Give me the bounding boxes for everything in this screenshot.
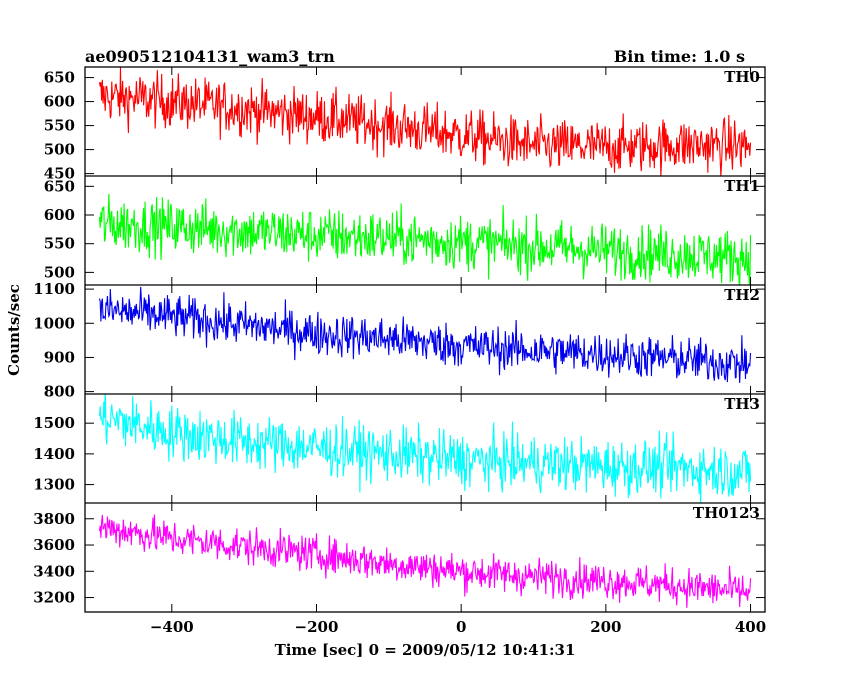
panel-th3: 1300 1400 1500 TH3	[33, 394, 765, 503]
plot-border	[84, 66, 766, 613]
y-axis-label: Counts/sec	[5, 284, 23, 376]
x-axis: −400 −200 0 200 400	[150, 618, 766, 636]
y-tick-label: 500	[44, 263, 75, 281]
panel-th1: 500 550 600 650 TH1	[44, 176, 765, 285]
panel-label-th2: TH2	[724, 286, 760, 304]
series-line-th0	[98, 67, 752, 176]
panel-label-th0: TH0	[724, 68, 760, 86]
panel-label-th0123: TH0123	[693, 504, 760, 522]
x-tick-label: −200	[295, 618, 339, 636]
y-tick-label: 1500	[33, 414, 75, 432]
bin-time-label: Bin time: 1.0 s	[614, 47, 745, 66]
x-axis-label: Time [sec] 0 = 2009/05/12 10:41:31	[275, 641, 576, 659]
y-tick-label: 900	[44, 348, 75, 366]
panel-th0: 450 500 550 600 650 TH0	[44, 67, 765, 183]
y-tick-label: 500	[44, 141, 75, 159]
panels-group: 450 500 550 600 650 TH0 500 550 600 650 TH1 800 900 1…	[33, 67, 765, 612]
y-tick-label: 3600	[33, 536, 75, 554]
y-tick-label: 1100	[33, 280, 75, 298]
y-tick-label: 3200	[33, 589, 75, 607]
y-tick-label: 650	[44, 69, 75, 87]
y-tick-label: 800	[44, 383, 75, 401]
y-tick-label: 600	[44, 93, 75, 111]
series-line-th3	[98, 394, 752, 503]
y-tick-label: 1000	[33, 314, 75, 332]
plot-frame	[84, 66, 766, 613]
panel-label-th3: TH3	[724, 395, 760, 413]
panel-label-th1: TH1	[724, 177, 760, 195]
y-tick-label: 3400	[33, 562, 75, 580]
chart-title: ae090512104131_wam3_trn	[85, 47, 335, 66]
series-line-th2	[98, 286, 752, 383]
x-tick-label: 400	[735, 618, 766, 636]
series-line-th0123	[98, 514, 752, 608]
y-tick-label: 550	[44, 117, 75, 135]
y-tick-label: 1400	[33, 445, 75, 463]
y-tick-label: 3800	[33, 510, 75, 528]
y-tick-label: 1300	[33, 476, 75, 494]
y-tick-label: 650	[44, 177, 75, 195]
x-tick-label: 200	[590, 618, 621, 636]
x-tick-label: 0	[456, 618, 466, 636]
panel-th2: 800 900 1000 1100 TH2	[33, 280, 765, 401]
series-line-th1	[98, 193, 752, 285]
y-tick-label: 450	[44, 165, 75, 183]
y-tick-label: 550	[44, 235, 75, 253]
x-tick-label: −400	[150, 618, 194, 636]
y-tick-label: 600	[44, 206, 75, 224]
panel-th0123: 3200 3400 3600 3800 TH0123	[33, 503, 765, 612]
